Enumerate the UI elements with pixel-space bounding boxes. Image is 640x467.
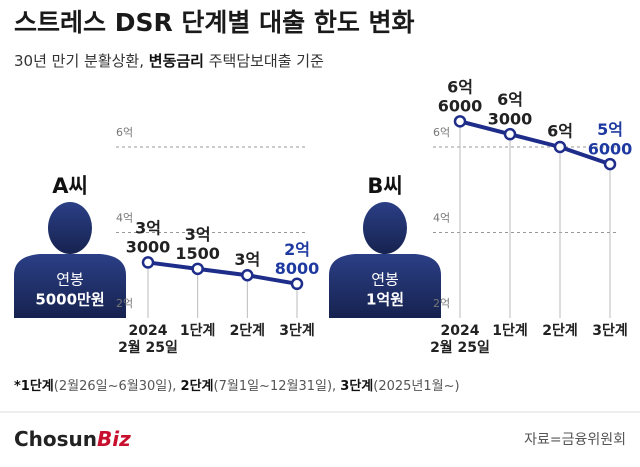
data-line: [459, 119, 611, 166]
y-tick-label: 4억: [116, 212, 133, 225]
text-part: *1단계: [14, 378, 54, 394]
value-label: 3억 3000: [126, 218, 171, 256]
footnote: *1단계(2월26일~6월30일), 2단계(7월1일~12월31일), 3단계…: [14, 378, 460, 394]
value-label: 6억 6000: [438, 77, 483, 115]
text-part: 변동금리: [149, 52, 204, 70]
data-point: [553, 140, 567, 154]
value-label: 6억: [547, 122, 573, 141]
value-label: 3억: [234, 250, 260, 269]
person-name: B씨: [367, 174, 402, 198]
x-tick-label: 3단계: [592, 322, 628, 339]
x-tick-label: 2단계: [230, 322, 266, 339]
subtitle: 30년 만기 분활상환, 변동금리 주택담보대출 기준: [14, 52, 324, 70]
salary-label: 연봉: [56, 271, 84, 289]
data-point: [603, 157, 617, 171]
x-tick-label: 2024 2월 25일: [430, 323, 490, 356]
x-tick-label: 1단계: [180, 322, 216, 339]
y-tick-label: 6억: [116, 126, 133, 139]
person-body: [329, 254, 441, 318]
text-part: (7월1일~12월31일),: [214, 379, 341, 394]
text-part: (2월26일~6월30일),: [54, 379, 181, 394]
text-part: 3단계: [340, 378, 373, 394]
title: 스트레스 DSR 단계별 대출 한도 변화: [14, 8, 415, 37]
person-head: [363, 202, 407, 254]
data-point: [453, 115, 467, 128]
person-body: [14, 254, 126, 318]
person-head: [48, 202, 92, 254]
x-tick-label: 1단계: [492, 322, 528, 339]
x-tick-label: 2단계: [542, 322, 578, 339]
logo: ChosunBiz: [14, 427, 131, 451]
value-label: 2억 8000: [275, 239, 320, 277]
source: 자료=금융위원회: [524, 432, 626, 448]
data-point: [503, 127, 517, 141]
data-point: [191, 262, 204, 276]
data-point: [141, 256, 155, 269]
x-tick-label: 2024 2월 25일: [118, 323, 178, 356]
value-label: 3억 1500: [175, 224, 220, 262]
data-point: [290, 277, 304, 291]
value-label: 5억 6000: [588, 120, 633, 158]
data-point: [241, 269, 254, 282]
value-label: 6억 3000: [488, 90, 533, 128]
person-name: A씨: [52, 174, 88, 198]
salary-value: 5000만원: [35, 291, 104, 309]
logo-main: Chosun: [14, 427, 97, 451]
logo-accent: Biz: [97, 427, 131, 451]
text-part: 주택담보대출 기준: [204, 52, 324, 70]
text-part: (2025년1월~): [373, 379, 459, 394]
salary-label: 연봉: [371, 271, 399, 289]
data-line: [147, 260, 298, 286]
text-part: 30년 만기 분활상환,: [14, 52, 149, 70]
y-tick-label: 2억: [116, 297, 133, 310]
x-tick-label: 3단계: [279, 322, 315, 339]
y-tick-label: 6억: [433, 126, 450, 139]
y-tick-label: 4억: [433, 212, 450, 225]
salary-value: 1억원: [366, 291, 404, 309]
text-part: 2단계: [181, 378, 214, 394]
y-tick-label: 2억: [433, 297, 450, 310]
